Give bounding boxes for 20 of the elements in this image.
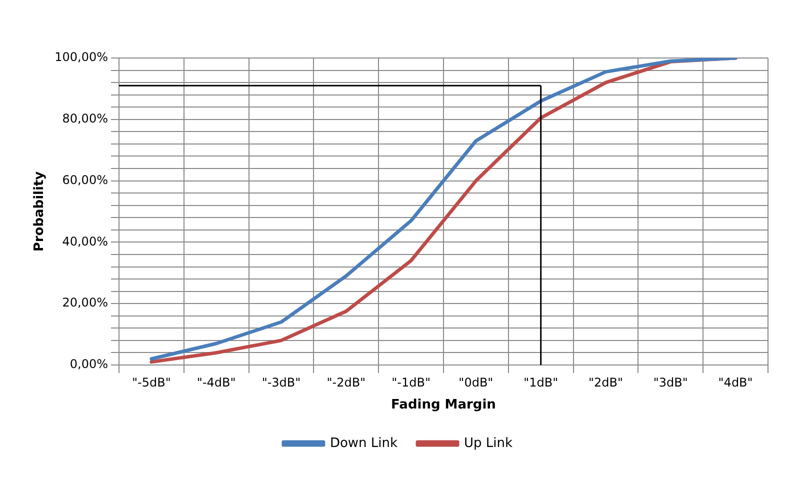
x-tick-label: "-5dB" bbox=[132, 375, 171, 390]
x-tick-label: "3dB" bbox=[653, 375, 688, 390]
y-tick-label: 40,00% bbox=[62, 234, 108, 248]
y-tick-label: 100,00% bbox=[54, 50, 108, 64]
legend-label: Up Link bbox=[464, 436, 514, 451]
x-tick-label: "-1dB" bbox=[392, 375, 430, 390]
y-axis-title: Probability bbox=[32, 170, 48, 252]
x-tick-label: "-3dB" bbox=[262, 375, 301, 390]
x-tick-label: "4dB" bbox=[718, 375, 753, 390]
x-axis-title: Fading Margin bbox=[391, 398, 496, 413]
x-tick-label: "-2dB" bbox=[326, 375, 366, 390]
x-tick-label: "0dB" bbox=[458, 375, 494, 390]
legend-label: Down Link bbox=[330, 436, 398, 451]
y-tick-label: 60,00% bbox=[62, 172, 108, 187]
x-tick-label: "1dB" bbox=[524, 375, 558, 390]
x-tick-label: "2dB" bbox=[588, 375, 624, 390]
x-tick-label: "-4dB" bbox=[196, 375, 236, 390]
y-tick-label: 80,00% bbox=[62, 112, 108, 126]
y-tick-label: 0,00% bbox=[70, 357, 108, 372]
y-tick-label: 20,00% bbox=[62, 296, 108, 310]
